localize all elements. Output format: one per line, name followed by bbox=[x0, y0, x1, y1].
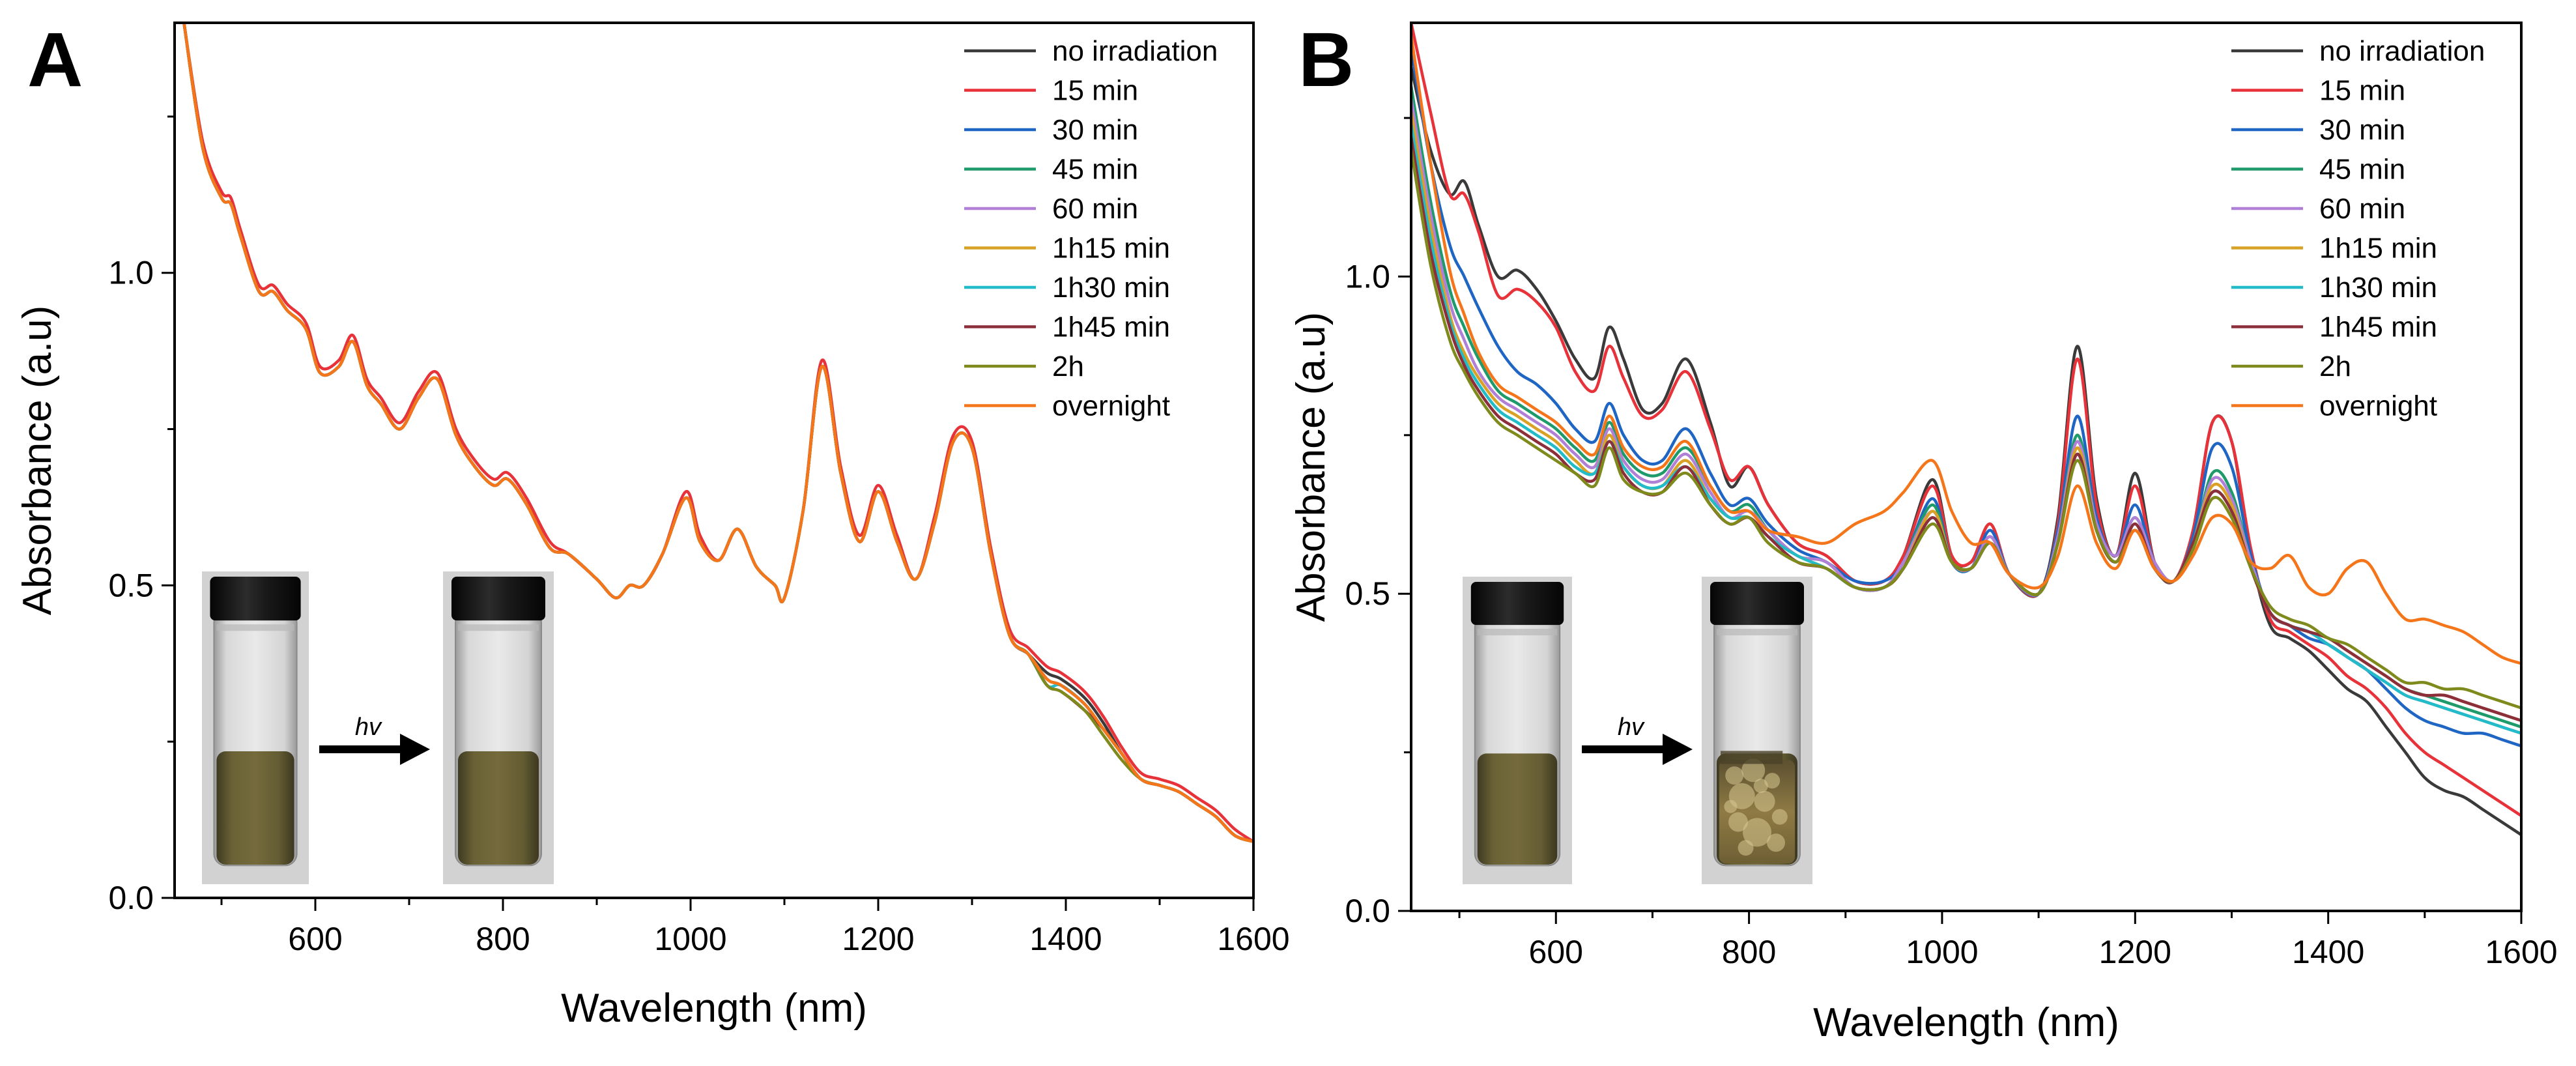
panel-b-y-tick-label: 1.0 bbox=[1345, 258, 1390, 295]
vial-b-before-neck-ring bbox=[1477, 629, 1558, 636]
panel-b-series-group bbox=[1411, 23, 2521, 837]
panel-b-series-15-min bbox=[1411, 23, 2521, 818]
panel-a-x-tick-label: 1600 bbox=[1217, 921, 1289, 957]
panel-a-legend-label-2h: 2h bbox=[1052, 351, 1084, 382]
vial-b-after bbox=[1702, 577, 1812, 884]
vial-a-after-cap bbox=[451, 577, 545, 621]
panel-b-plot-frame bbox=[1410, 22, 2523, 912]
irradiation-arrow-b: hv bbox=[1582, 713, 1693, 765]
panel-b-series-overnight bbox=[1411, 34, 2521, 665]
panel-b-legend-label-30-min: 30 min bbox=[2319, 114, 2405, 146]
vial-b-before bbox=[1463, 577, 1572, 884]
vial-a-before-liquid bbox=[216, 751, 294, 865]
panel-a-y-axis-title: Absorbance (a.u) bbox=[15, 306, 60, 616]
panel-b-legend-label-2h: 2h bbox=[2319, 351, 2351, 382]
vial-b-before-cap bbox=[1470, 582, 1564, 626]
irradiation-arrow-a-head bbox=[400, 734, 430, 765]
irradiation-arrow-a: hv bbox=[319, 713, 430, 765]
panel-a-legend-label-1h45-min: 1h45 min bbox=[1052, 311, 1170, 343]
irradiation-arrow-a-hv-label: hv bbox=[355, 713, 382, 741]
panel-b-letter: B bbox=[1298, 17, 1354, 103]
panel-b-x-tick-label: 800 bbox=[1722, 934, 1776, 970]
vial-b-after-neck-ring bbox=[1717, 629, 1797, 636]
panel-a-legend: no irradiation 15 min 30 min 45 min 60 min 1h… bbox=[964, 35, 1218, 422]
panel-a-series-group bbox=[182, 23, 1253, 843]
panel-b-x-tick-label: 1400 bbox=[2292, 934, 2364, 970]
vial-a-before bbox=[202, 571, 309, 884]
vial-inset-a: hv bbox=[202, 571, 554, 884]
panel-b-legend-label-overnight: overnight bbox=[2319, 390, 2437, 422]
panel-a-legend-label-1h30-min: 1h30 min bbox=[1052, 272, 1170, 304]
vial-b-after-cap bbox=[1710, 582, 1804, 626]
vial-a-after bbox=[443, 571, 554, 884]
vial-a-before-cap bbox=[210, 577, 301, 621]
vial-a-before-neck-ring bbox=[216, 624, 294, 631]
panel-a-x-tick-label: 1200 bbox=[842, 921, 914, 957]
panel-a-x-tick-label: 1400 bbox=[1029, 921, 1102, 957]
panel-a-legend-label-30-min: 30 min bbox=[1052, 114, 1138, 146]
panel-b-x-tick-label: 1000 bbox=[1906, 934, 1978, 970]
panel-a-x-tick-label: 1000 bbox=[654, 921, 726, 957]
panel-b-y-tick-label: 0.5 bbox=[1345, 575, 1390, 612]
panel-b-x-tick-label: 600 bbox=[1529, 934, 1583, 970]
panel-b-legend-label-15-min: 15 min bbox=[2319, 75, 2405, 107]
panel-b-legend-label-no-irradiation: no irradiation bbox=[2319, 35, 2485, 67]
panel-a-y-tick-label: 1.0 bbox=[108, 255, 154, 291]
vial-a-after-liquid bbox=[458, 751, 539, 865]
panel-a-legend-label-60-min: 60 min bbox=[1052, 193, 1138, 225]
vial-a-after-neck-ring bbox=[458, 624, 539, 631]
panel-a-legend-label-overnight: overnight bbox=[1052, 390, 1170, 422]
panel-a-x-axis-title: Wavelength (nm) bbox=[561, 986, 867, 1031]
panel-a-plot-frame bbox=[173, 22, 1255, 899]
vial-b-before-liquid bbox=[1477, 753, 1558, 865]
panel-a: A 600 800 1000 1200 1400 1600 0.0 0.5 1.0 no irra… bbox=[15, 17, 1290, 1031]
panel-b-series-2h bbox=[1411, 148, 2521, 710]
panel-b-legend: no irradiation 15 min 30 min 45 min 60 min 1h… bbox=[2231, 35, 2485, 422]
panel-a-y-tick-label: 0.5 bbox=[108, 567, 154, 603]
panel-b-x-axis-title: Wavelength (nm) bbox=[1813, 1000, 2119, 1045]
panel-a-legend-label-1h15-min: 1h15 min bbox=[1052, 233, 1170, 265]
panel-b-legend-label-1h45-min: 1h45 min bbox=[2319, 311, 2437, 343]
irradiation-arrow-b-hv-label: hv bbox=[1618, 713, 1645, 741]
panel-b-legend-label-45-min: 45 min bbox=[2319, 154, 2405, 186]
panel-b-legend-label-1h15-min: 1h15 min bbox=[2319, 233, 2437, 265]
panel-a-letter: A bbox=[27, 17, 83, 103]
panel-a-legend-label-no-irradiation: no irradiation bbox=[1052, 35, 1218, 67]
vial-b-after-precipitate bbox=[1719, 751, 1795, 863]
panel-b: B 600 800 1000 1200 1400 1600 0.0 0.5 1.0 no irra… bbox=[1289, 17, 2558, 1045]
panel-b-y-tick-label: 0.0 bbox=[1345, 893, 1390, 929]
panel-a-x-tick-label: 800 bbox=[476, 921, 530, 957]
vial-inset-b: hv bbox=[1463, 577, 1812, 884]
panel-a-y-tick-label: 0.0 bbox=[108, 880, 154, 916]
irradiation-arrow-b-head bbox=[1663, 734, 1693, 765]
panel-b-y-axis-title: Absorbance (a.u) bbox=[1289, 312, 1334, 622]
panel-a-legend-label-15-min: 15 min bbox=[1052, 75, 1138, 107]
plot-a: 600 800 1000 1200 1400 1600 0.0 0.5 1.0 no irradi… bbox=[15, 22, 1290, 1031]
panel-b-x-tick-label: 1200 bbox=[2099, 934, 2171, 970]
panel-a-series-overnight bbox=[182, 23, 1253, 843]
panel-b-legend-label-1h30-min: 1h30 min bbox=[2319, 272, 2437, 304]
plot-b: 600 800 1000 1200 1400 1600 0.0 0.5 1.0 no irradi… bbox=[1289, 22, 2558, 1045]
panel-b-x-tick-label: 1600 bbox=[2485, 934, 2557, 970]
panel-a-legend-label-45-min: 45 min bbox=[1052, 154, 1138, 186]
panel-b-legend-label-60-min: 60 min bbox=[2319, 193, 2405, 225]
panel-a-x-tick-label: 600 bbox=[288, 921, 342, 957]
